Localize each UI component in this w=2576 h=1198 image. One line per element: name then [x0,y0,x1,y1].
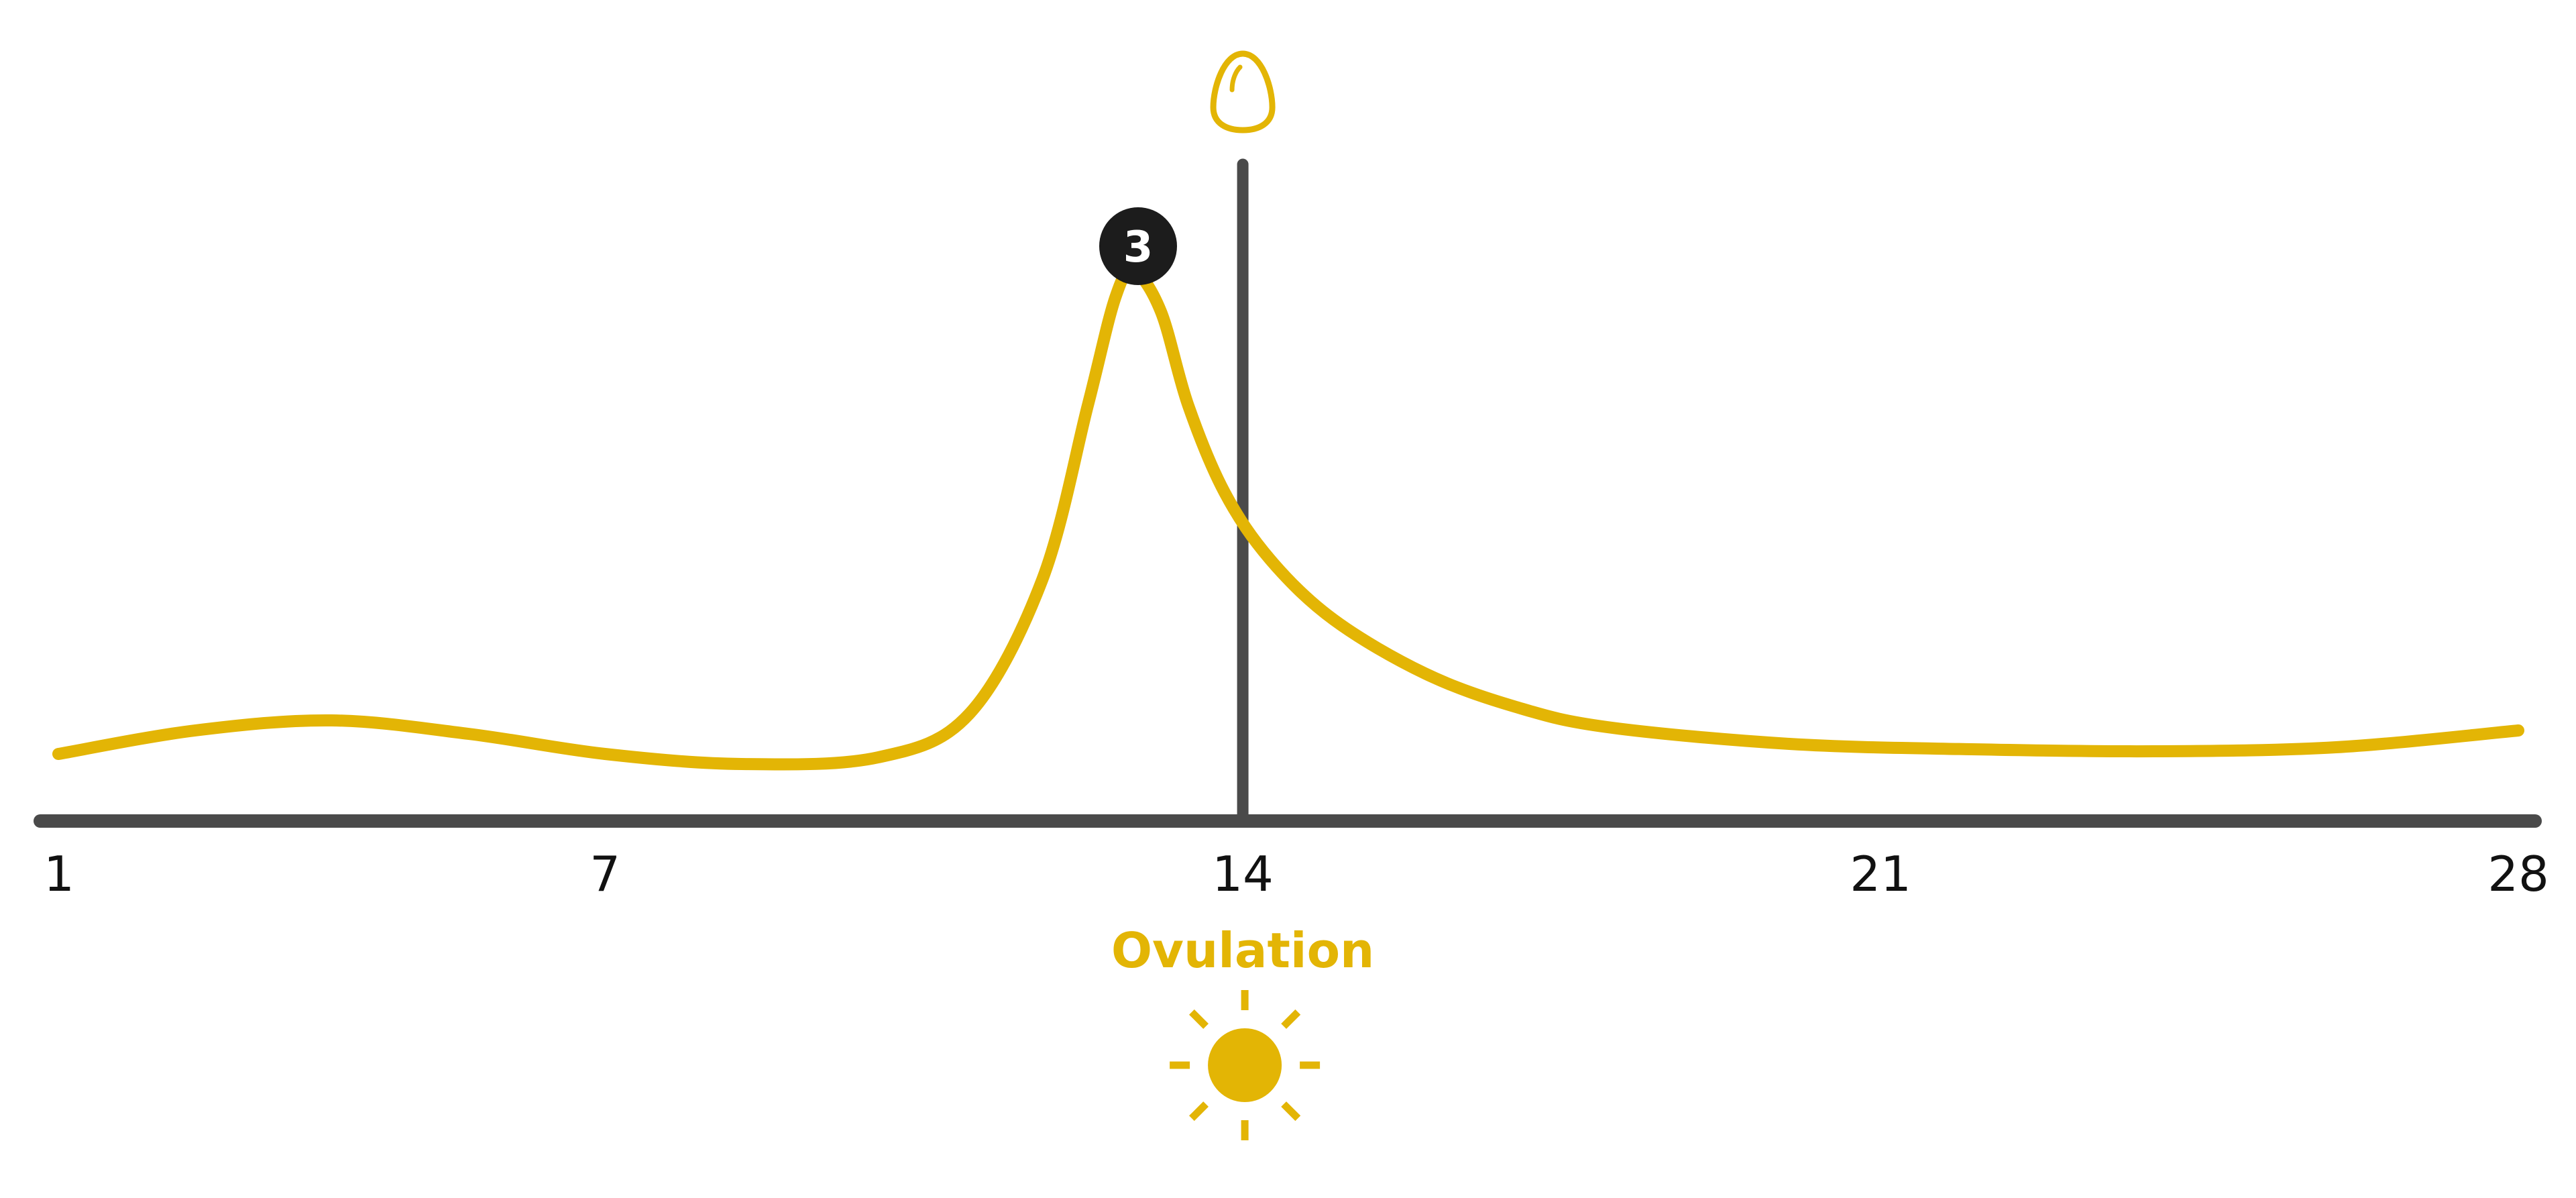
egg-icon [1210,50,1276,133]
sun-icon [1170,990,1321,1140]
sun-icon-core [1208,1028,1282,1102]
step-badge-number: 3 [1123,223,1154,272]
x-tick-label-7: 7 [590,846,620,902]
ovulation-label: Ovulation [1111,922,1374,979]
sun-icon-ray [1281,1009,1301,1029]
x-tick-label-21: 21 [1850,846,1911,902]
sun-icon-ray [1189,1101,1209,1122]
egg-icon-highlight [1229,64,1243,93]
x-tick-label-28: 28 [2487,846,2549,902]
x-tick-label-14: 14 [1212,846,1274,902]
x-tick-label-1: 1 [44,846,74,902]
x-axis-tick-labels: 1 7 14 21 28 [44,846,2549,902]
hormone-curve-line [52,264,2524,771]
step-badge-circle [1099,207,1177,285]
sun-icon-ray [1281,1101,1301,1122]
step-badge: 3 [1099,207,1177,285]
egg-icon-outline [1210,50,1276,133]
sun-icon-ray [1189,1009,1209,1029]
